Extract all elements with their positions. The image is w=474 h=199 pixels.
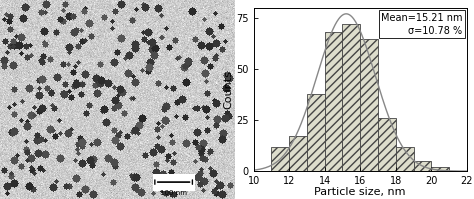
FancyBboxPatch shape xyxy=(153,174,195,191)
Bar xyxy=(342,24,360,171)
X-axis label: Particle size, nm: Particle size, nm xyxy=(314,187,406,197)
Bar xyxy=(271,147,289,171)
Bar xyxy=(325,32,342,171)
Y-axis label: Counts: Counts xyxy=(223,70,234,109)
Bar xyxy=(396,147,413,171)
Text: Mean=15.21 nm
σ=10.78 %: Mean=15.21 nm σ=10.78 % xyxy=(381,13,463,36)
Bar xyxy=(378,118,396,171)
Bar xyxy=(413,161,431,171)
Text: 100 nm: 100 nm xyxy=(160,190,187,196)
Bar xyxy=(307,94,325,171)
Bar xyxy=(431,167,449,171)
Bar xyxy=(289,137,307,171)
Bar xyxy=(360,39,378,171)
